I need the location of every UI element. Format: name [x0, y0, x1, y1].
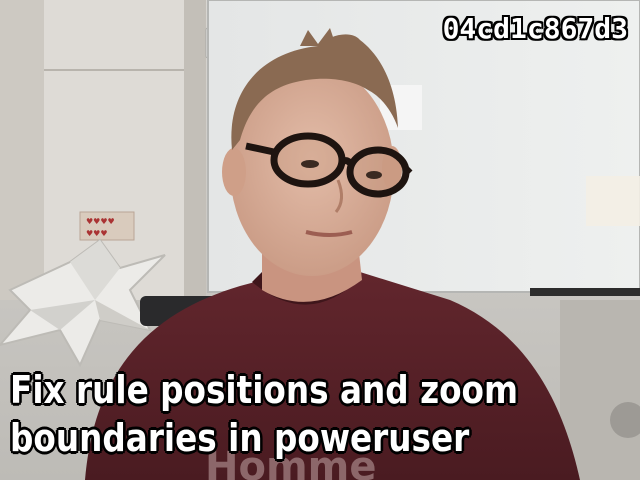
right-shelf	[560, 300, 640, 480]
left-ear	[222, 148, 246, 196]
nose	[334, 179, 343, 213]
video-id-label: 04cd1c867d3	[442, 12, 628, 45]
caption-line-1: Fix rule positions and zoom	[10, 368, 519, 412]
left-door	[44, 0, 184, 300]
svg-text:♥♥♥: ♥♥♥	[86, 229, 108, 238]
wall-sign	[79, 211, 135, 241]
door-frame	[184, 0, 206, 300]
left-panel	[0, 0, 48, 300]
board-tray	[530, 288, 640, 296]
caption: Fix rule positions and zoom boundaries i…	[10, 366, 526, 462]
hair	[231, 34, 398, 150]
right-object	[610, 402, 640, 438]
head	[230, 64, 394, 276]
svg-text:♥♥♥♥: ♥♥♥♥	[86, 217, 115, 226]
mouth	[305, 230, 353, 237]
light-reflection	[586, 176, 640, 226]
shirt	[85, 270, 580, 480]
shirt-print: Homme	[205, 444, 376, 480]
star-lamp	[0, 238, 166, 368]
caption-line-2: boundaries in poweruser	[10, 416, 470, 460]
